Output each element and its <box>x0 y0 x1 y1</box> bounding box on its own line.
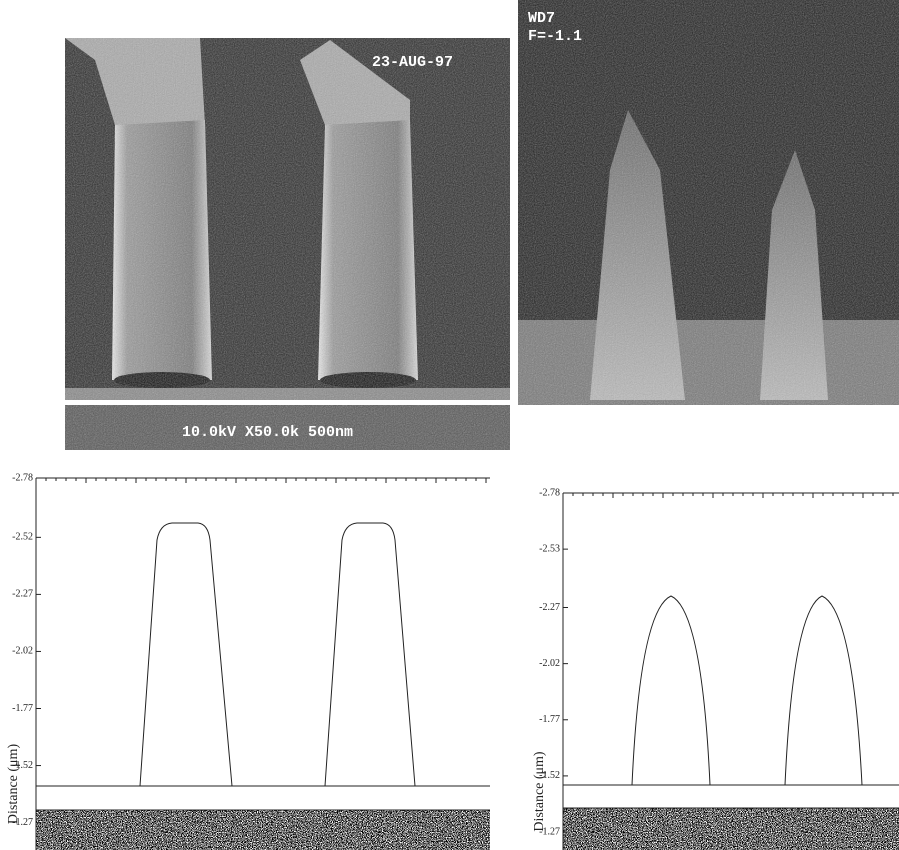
y-tick-label: -2.53 <box>539 543 560 554</box>
sem-wd: WD7 <box>528 10 555 27</box>
y-tick-label: -2.78 <box>12 472 33 483</box>
y-tick-label: -2.02 <box>12 646 33 657</box>
sem-date: 23-AUG-97 <box>372 54 453 71</box>
y-axis-label: Distance (μm) <box>6 744 21 825</box>
sem-image-right: WD7 F=-1.1 <box>518 0 899 405</box>
y-tick-label: -1.77 <box>12 703 33 714</box>
y-axis-label: Distance (μm) <box>532 751 547 832</box>
sem-image-left: 23-AUG-97 10.0kV X50.0k 500nm <box>65 38 510 450</box>
profile-axes: -2.78 -2.53 -2.27 -2.02 -1.77 -1.52 -1.27Dista… <box>532 487 899 850</box>
y-tick-label: -1.52 <box>12 760 33 771</box>
sem-scale: 10.0kV X50.0k 500nm <box>182 424 353 441</box>
y-tick-label: -2.52 <box>12 532 33 543</box>
profile-left <box>36 522 490 850</box>
y-tick-label: -1.27 <box>12 817 33 828</box>
y-tick-label: -1.77 <box>539 714 560 725</box>
profile-right <box>563 595 899 850</box>
y-tick-label: -2.78 <box>539 487 560 498</box>
y-tick-label: -2.02 <box>539 658 560 669</box>
y-tick-label: -1.52 <box>539 770 560 781</box>
y-tick-label: -2.27 <box>12 589 33 600</box>
y-tick-label: -1.27 <box>539 826 560 837</box>
profile-axes: -2.78 -2.52 -2.27 -2.02 -1.77 -1.52 -1.27Dista… <box>6 472 490 850</box>
sem-focus: F=-1.1 <box>528 28 582 45</box>
y-tick-label: -2.27 <box>539 602 560 613</box>
